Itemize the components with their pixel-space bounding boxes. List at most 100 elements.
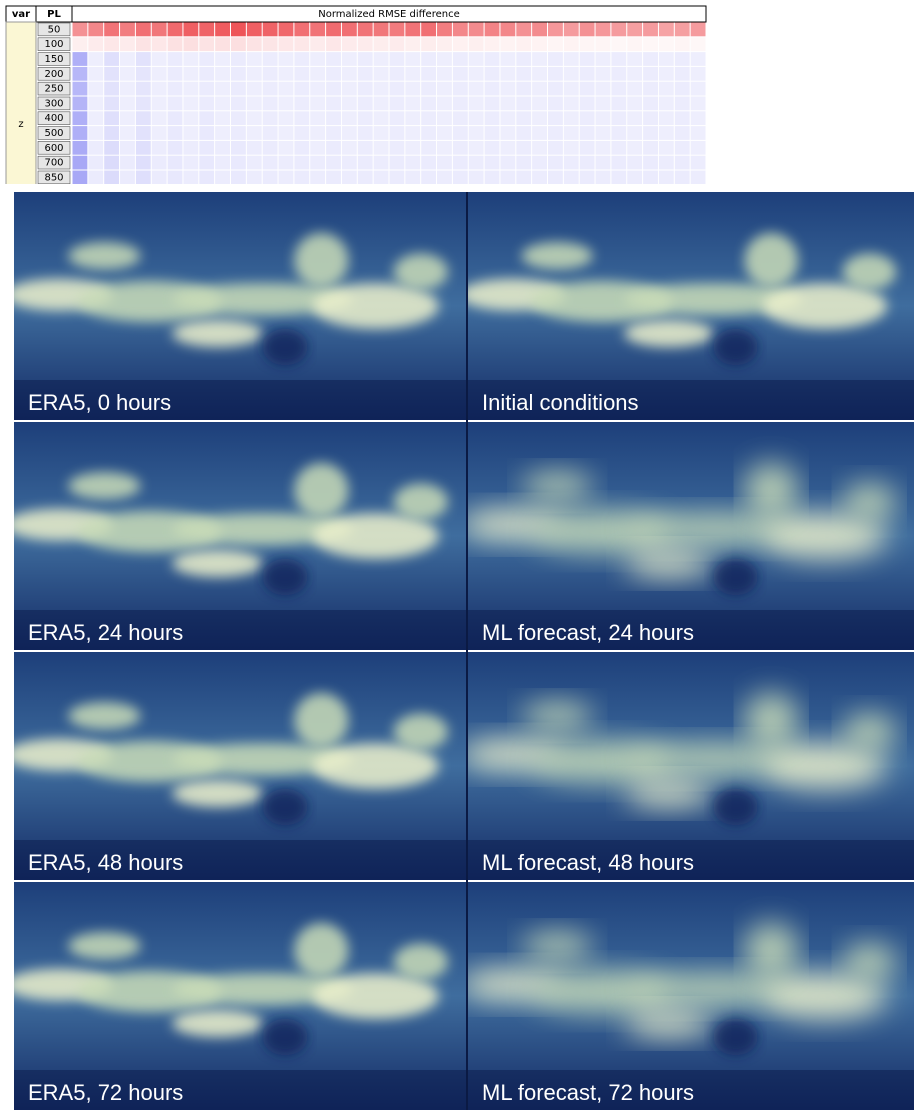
- heatmap-cell: [342, 156, 357, 170]
- heatmap-cell: [104, 111, 119, 125]
- heatmap-cell: [247, 52, 262, 66]
- heatmap-cell: [691, 52, 706, 66]
- heatmap-cell: [532, 111, 547, 125]
- heatmap-cell: [580, 156, 595, 170]
- heatmap-cell: [310, 52, 325, 66]
- heatmap-cell: [152, 37, 167, 51]
- heatmap-cell: [611, 67, 626, 81]
- heatmap-cell: [453, 156, 468, 170]
- heatmap-cell: [675, 171, 690, 185]
- heatmap-cell: [659, 111, 674, 125]
- heatmap-cell: [532, 126, 547, 140]
- heatmap-cell: [390, 141, 405, 155]
- heatmap-cell: [627, 37, 642, 51]
- heatmap-cell: [453, 23, 468, 37]
- heatmap-cell: [611, 37, 626, 51]
- heatmap-cell: [342, 141, 357, 155]
- heatmap-cell: [437, 126, 452, 140]
- heatmap-cell: [469, 126, 484, 140]
- heatmap-cell: [326, 156, 341, 170]
- heatmap-cell: [104, 171, 119, 185]
- heatmap-cell: [564, 52, 579, 66]
- heatmap-cell: [405, 23, 420, 37]
- heatmap-cell: [453, 82, 468, 96]
- heatmap-cell: [691, 23, 706, 37]
- heatmap-cell: [199, 23, 214, 37]
- heatmap-cell: [152, 97, 167, 111]
- heatmap-cell: [73, 37, 88, 51]
- heatmap-cell: [247, 82, 262, 96]
- heatmap-cell: [469, 97, 484, 111]
- heatmap-cell: [263, 171, 278, 185]
- heatmap-cell: [675, 67, 690, 81]
- moisture-band: [68, 242, 140, 269]
- heatmap-cell: [120, 126, 135, 140]
- heatmap-cell: [421, 126, 436, 140]
- heatmap-cell: [659, 67, 674, 81]
- heatmap-cell: [263, 111, 278, 125]
- heatmap-cell: [405, 141, 420, 155]
- heatmap-cell: [596, 97, 611, 111]
- heatmap-cell: [485, 156, 500, 170]
- heatmap-cell: [152, 141, 167, 155]
- heatmap-cell: [168, 82, 183, 96]
- heatmap-cell: [500, 126, 515, 140]
- heatmap-cell: [342, 97, 357, 111]
- heatmap-cell: [500, 111, 515, 125]
- heatmap-cell: [152, 156, 167, 170]
- moisture-band: [624, 1010, 713, 1037]
- moisture-band: [394, 944, 448, 980]
- heatmap-cell: [437, 171, 452, 185]
- moisture-band: [172, 1010, 262, 1037]
- heatmap-cell: [73, 141, 88, 155]
- moisture-band: [294, 233, 348, 288]
- heatmap-cell: [294, 52, 309, 66]
- heatmap-cell: [643, 37, 658, 51]
- heatmap-cell: [500, 67, 515, 81]
- heatmap-cell: [643, 82, 658, 96]
- heatmap-cell: [358, 111, 373, 125]
- heatmap-cell: [564, 141, 579, 155]
- heatmap-cell: [643, 111, 658, 125]
- heatmap-cell: [279, 82, 294, 96]
- heatmap-cell: [469, 37, 484, 51]
- heatmap-cell: [675, 37, 690, 51]
- heatmap-cell: [215, 67, 230, 81]
- heatmap-cell: [358, 82, 373, 96]
- heatmap-cell: [421, 156, 436, 170]
- heatmap-cell: [136, 37, 151, 51]
- heatmap-cell: [659, 141, 674, 155]
- heatmap-cell: [88, 67, 103, 81]
- heatmap-cell: [516, 171, 531, 185]
- heatmap-cell: [643, 141, 658, 155]
- heatmap-cell: [627, 97, 642, 111]
- heatmap-cell: [421, 37, 436, 51]
- heatmap-cell: [627, 156, 642, 170]
- heatmap-cell: [215, 141, 230, 155]
- heatmap-cell: [326, 126, 341, 140]
- heatmap-cell: [152, 67, 167, 81]
- heatmap-cell: [548, 171, 563, 185]
- heatmap-cell: [374, 37, 389, 51]
- heatmap-cell: [596, 52, 611, 66]
- heatmap-cell: [405, 52, 420, 66]
- moisture-band: [68, 932, 140, 959]
- heatmap-cell: [516, 23, 531, 37]
- dark-swirl: [713, 329, 758, 365]
- heatmap-cell: [580, 97, 595, 111]
- heatmap-cell: [596, 82, 611, 96]
- moisture-band: [68, 472, 140, 499]
- heatmap-cell: [310, 97, 325, 111]
- panel-image: [5, 192, 466, 420]
- heatmap-cell: [326, 67, 341, 81]
- panel-grid: ERA5, 0 hoursInitial conditionsERA5, 24 …: [5, 192, 914, 1110]
- heatmap-cell: [564, 67, 579, 81]
- heatmap-cell: [88, 52, 103, 66]
- heatmap-cell: [580, 37, 595, 51]
- heatmap-cell: [199, 126, 214, 140]
- moisture-band: [522, 932, 593, 959]
- panel-image: [459, 882, 914, 1110]
- heatmap-cell: [675, 23, 690, 37]
- heatmap-cell: [691, 111, 706, 125]
- heatmap-cell: [310, 23, 325, 37]
